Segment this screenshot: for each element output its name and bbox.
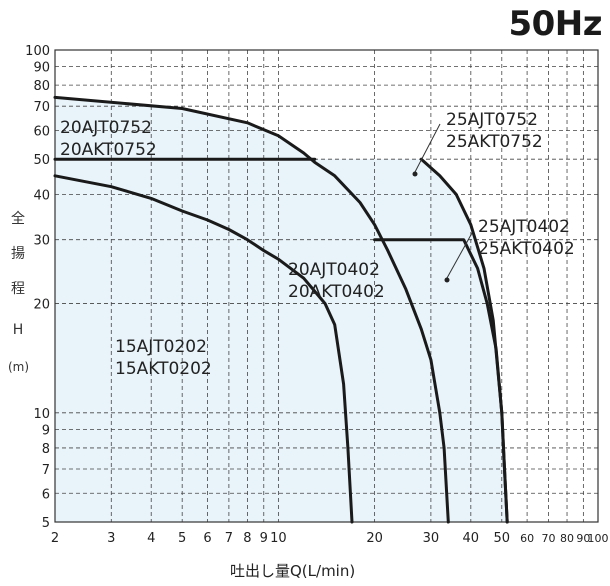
leader-dot-25AJT0402 [444,277,450,283]
x-tick-label-1: 3 [107,531,115,546]
x-tick-label-3: 5 [178,531,186,546]
operating-region-shade [55,97,508,523]
series-line-1 [53,95,450,524]
leader-dot-25AJT0752 [412,171,418,177]
x-tick-label-6: 8 [243,531,251,546]
plot-frame [54,49,599,523]
chart-title: 50Hz [508,4,602,44]
x-tick-label-12: 50 [494,531,511,546]
series-label-3-line-1: 25AKT0402 [478,239,575,259]
x-tick-label-13: 60 [520,532,534,545]
series-label-0-line-1: 15AKT0202 [115,359,212,379]
x-tick-label-2: 4 [147,531,155,546]
y-axis-label-char-2: 揚 [11,246,25,262]
series-label-1-line-0: 20AJT0402 [288,260,380,280]
y-tick-label-7: 30 [33,234,50,249]
series-line-0 [53,174,354,524]
y-tick-label-9: 50 [33,153,50,168]
y-tick-label-2: 7 [42,463,50,478]
y-tick-label-10: 60 [33,124,50,139]
y-tick-label-12: 80 [33,79,50,94]
series-label-2-line-1: 20AKT0752 [60,140,157,160]
leader-25AJT0752 [414,123,441,173]
y-tick-label-11: 70 [33,100,50,115]
x-tick-label-8: 10 [270,531,287,546]
x-tick-label-9: 20 [366,531,383,546]
y-axis-label-char-4: H [12,322,24,338]
y-tick-label-14: 100 [25,44,50,59]
y-tick-label-4: 9 [42,423,50,438]
series-line-4 [419,157,509,524]
x-tick-label-5: 7 [225,531,233,546]
series-label-4-line-1: 25AKT0752 [446,132,543,152]
y-tick-label-8: 40 [33,188,50,203]
x-tick-label-15: 80 [560,532,574,545]
y-tick-label-5: 10 [33,407,50,422]
x-tick-label-11: 40 [463,531,480,546]
y-tick-label-6: 20 [33,298,50,313]
x-tick-label-16: 90 [576,532,590,545]
series-label-1-line-1: 20AKT0402 [288,282,385,302]
y-axis-label-char-5: (m) [8,360,30,374]
series-label-3-line-0: 25AJT0402 [478,217,570,237]
y-tick-label-3: 8 [42,442,50,457]
x-axis-label: 吐出し量Q(L/min) [230,562,356,580]
leader-25AJT0402 [446,232,473,279]
y-axis-label-char-1: 全 [11,211,25,227]
series-label-2-line-0: 20AJT0752 [60,118,152,138]
x-tick-label-10: 30 [423,531,440,546]
x-tick-label-17: 100 [588,532,609,545]
y-axis-label-char-3: 程 [11,281,25,297]
y-tick-label-13: 90 [33,61,50,76]
x-tick-label-7: 9 [260,531,268,546]
x-tick-label-4: 6 [203,531,211,546]
x-tick-label-0: 2 [51,531,59,546]
x-tick-label-14: 70 [541,532,555,545]
y-tick-label-1: 6 [42,487,50,502]
y-tick-label-0: 5 [42,516,50,531]
series-label-4-line-0: 25AJT0752 [446,110,538,130]
series-label-0-line-0: 15AJT0202 [115,337,207,357]
